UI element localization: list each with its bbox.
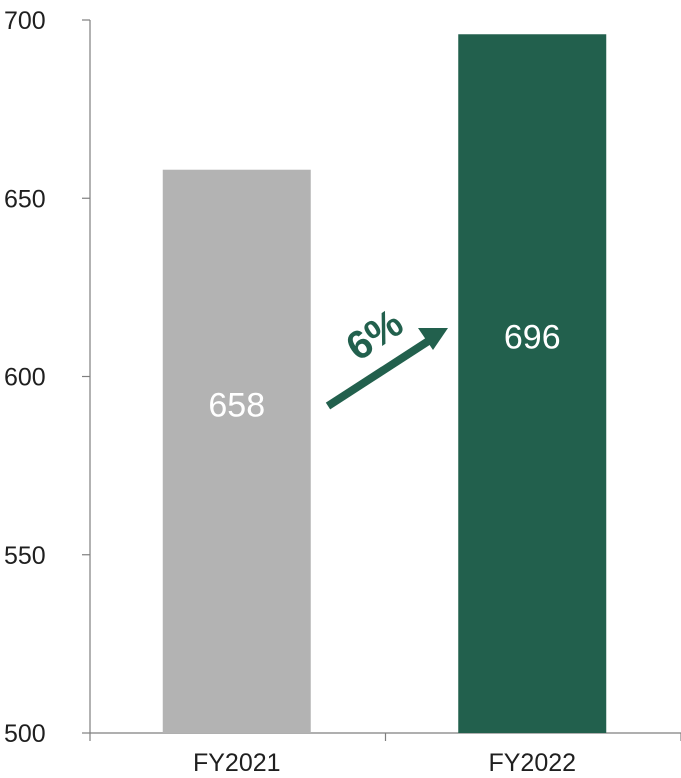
y-tick-label: 550 — [4, 542, 46, 570]
bar-fy2021 — [162, 169, 311, 734]
bars-group: 658 696 — [162, 34, 607, 734]
bar-value-label: 658 — [208, 386, 265, 424]
growth-annotation: 6% — [325, 301, 448, 410]
bar-value-label: 696 — [504, 319, 561, 357]
x-axis: FY2021 FY2022 — [89, 732, 681, 777]
y-tick-label: 500 — [4, 720, 46, 748]
y-tick-label: 600 — [4, 364, 46, 392]
y-tick-label: 700 — [4, 7, 46, 35]
growth-arrow — [325, 336, 433, 410]
growth-arrow-head — [418, 328, 448, 350]
x-category-label: FY2021 — [193, 749, 281, 777]
x-category-label: FY2022 — [488, 749, 576, 777]
bar-fy2022 — [458, 34, 607, 733]
y-axis: 500 550 600 650 700 — [4, 7, 91, 748]
y-tick-label: 650 — [4, 185, 46, 213]
